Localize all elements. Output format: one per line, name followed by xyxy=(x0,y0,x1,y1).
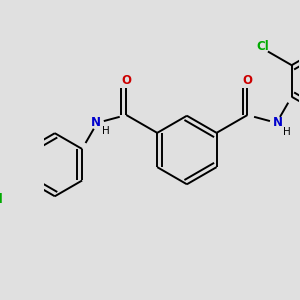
Text: N: N xyxy=(91,116,100,129)
Text: N: N xyxy=(273,116,283,129)
Text: O: O xyxy=(121,74,131,87)
Text: Cl: Cl xyxy=(0,193,3,206)
Text: H: H xyxy=(283,128,291,137)
Text: Cl: Cl xyxy=(256,40,269,53)
Text: H: H xyxy=(102,126,110,136)
Text: O: O xyxy=(242,74,252,87)
